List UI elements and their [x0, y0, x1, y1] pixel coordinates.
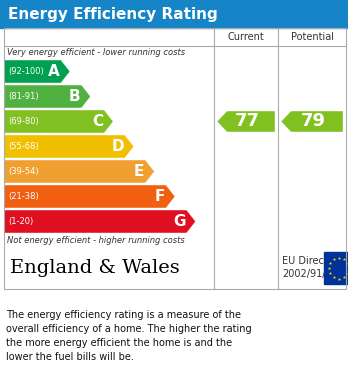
Text: 77: 77 [235, 113, 260, 131]
Text: (81-91): (81-91) [8, 92, 39, 101]
Polygon shape [4, 135, 134, 158]
Polygon shape [4, 60, 70, 83]
Polygon shape [4, 110, 113, 133]
Polygon shape [4, 210, 196, 233]
Text: D: D [111, 139, 124, 154]
Text: EU Directive: EU Directive [282, 256, 342, 266]
Bar [0, 0, 348, 28]
Text: (39-54): (39-54) [8, 167, 39, 176]
Text: Very energy efficient - lower running costs: Very energy efficient - lower running co… [7, 48, 185, 57]
Text: 79: 79 [301, 113, 325, 131]
Text: Energy Efficiency Rating: Energy Efficiency Rating [8, 7, 218, 22]
Text: F: F [155, 189, 165, 204]
Text: G: G [173, 214, 185, 229]
Text: England & Wales: England & Wales [10, 259, 180, 277]
Polygon shape [217, 111, 275, 132]
Text: (1-20): (1-20) [8, 217, 33, 226]
Text: E: E [134, 164, 144, 179]
Bar [4, 247, 346, 289]
Text: Not energy efficient - higher running costs: Not energy efficient - higher running co… [7, 236, 185, 245]
Text: C: C [92, 114, 103, 129]
Text: (92-100): (92-100) [8, 67, 44, 76]
Polygon shape [4, 185, 175, 208]
Text: (55-68): (55-68) [8, 142, 39, 151]
Text: The energy efficiency rating is a measure of the
overall efficiency of a home. T: The energy efficiency rating is a measur… [6, 310, 252, 362]
Text: Current: Current [228, 32, 264, 42]
Text: Potential: Potential [291, 32, 333, 42]
Bar [324, 252, 348, 284]
Polygon shape [4, 85, 90, 108]
Text: B: B [69, 89, 80, 104]
Polygon shape [4, 160, 155, 183]
Text: A: A [48, 64, 60, 79]
Text: 2002/91/EC: 2002/91/EC [282, 269, 338, 279]
Text: (69-80): (69-80) [8, 117, 39, 126]
Bar [4, 28, 346, 289]
Polygon shape [281, 111, 343, 132]
Text: (21-38): (21-38) [8, 192, 39, 201]
